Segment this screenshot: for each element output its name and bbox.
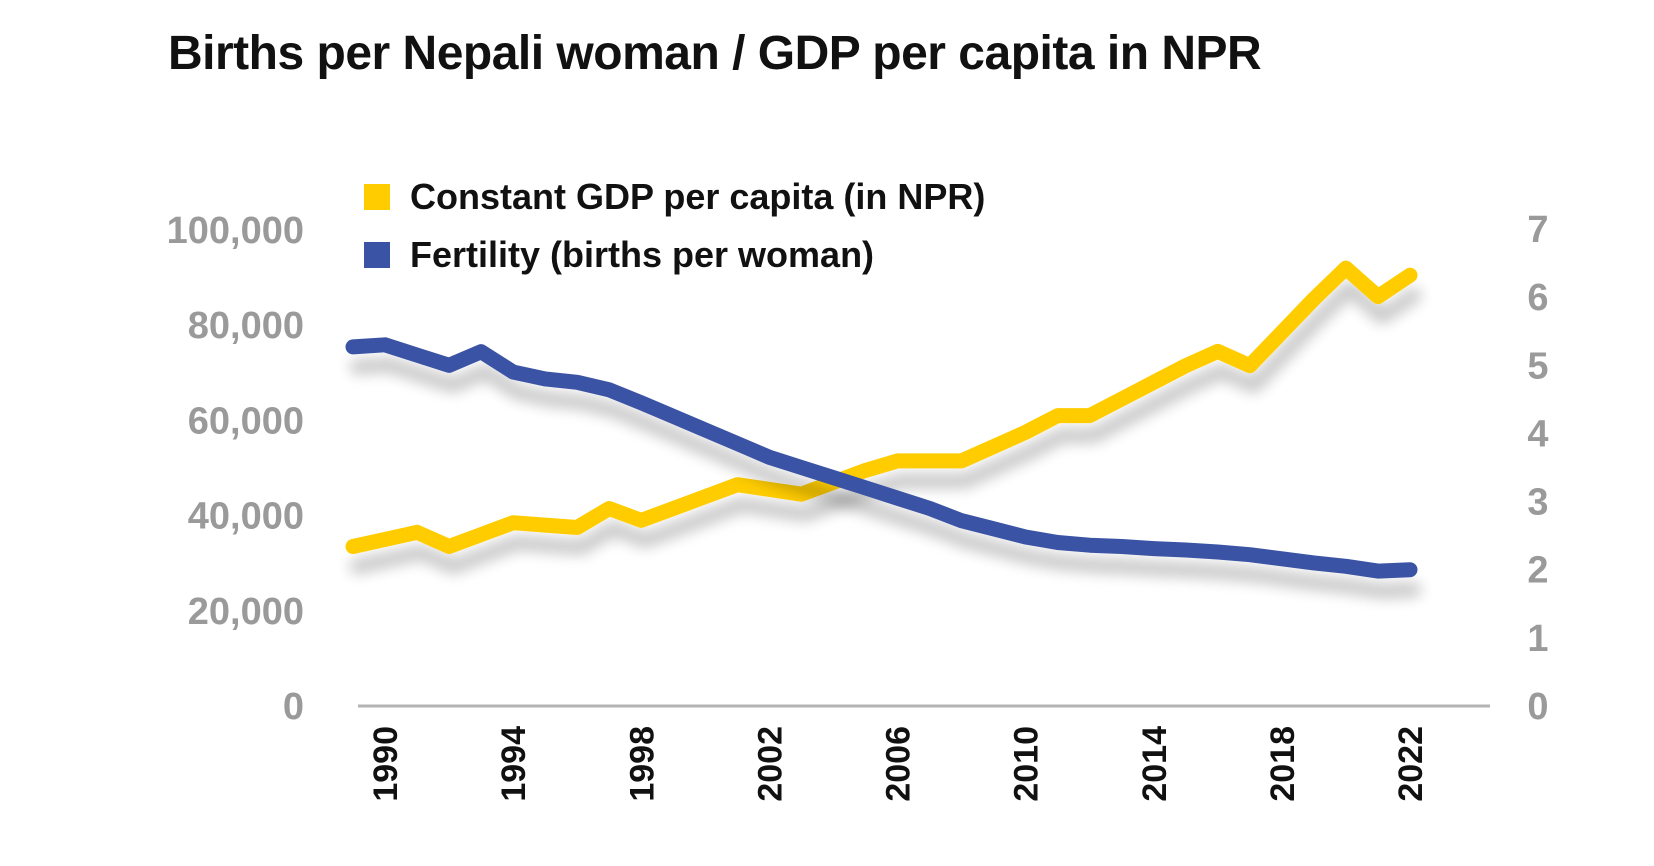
y-right-tick-label: 6 [1527, 277, 1548, 319]
y-right-tick-label: 1 [1527, 618, 1548, 660]
axis-layer: 0 20,000 40,000 60,000 80,000 100,000 0 1 2 3 4 5 6 7… [167, 209, 1549, 802]
y-left-tick-label: 80,000 [188, 305, 304, 347]
legend-label-fertility: Fertility (births per woman) [410, 234, 875, 275]
series-line-gdp [345, 260, 1418, 554]
series-line-fertility [345, 337, 1418, 579]
y-right-tick-label: 2 [1527, 550, 1548, 592]
x-tick-label: 2006 [880, 726, 918, 802]
chart-legend: Constant GDP per capita (in NPR) Fertili… [364, 168, 985, 284]
y-right-tick-label: 7 [1527, 209, 1548, 251]
y-left-tick-label: 40,000 [188, 496, 304, 538]
x-tick-label: 2014 [1136, 726, 1174, 802]
y-left-tick-label: 100,000 [167, 210, 304, 252]
y-right-tick-label: 3 [1527, 482, 1548, 524]
x-tick-label: 1990 [367, 726, 405, 802]
y-right-tick-label: 0 [1527, 686, 1548, 728]
legend-swatch-gdp [364, 184, 390, 210]
y-left-tick-label: 20,000 [188, 591, 304, 633]
legend-label-gdp: Constant GDP per capita (in NPR) [410, 176, 986, 217]
y-right-tick-label: 5 [1527, 345, 1548, 387]
legend-swatch-fertility [364, 242, 390, 268]
x-tick-label: 2002 [751, 726, 789, 802]
legend-item-gdp: Constant GDP per capita (in NPR) [364, 168, 985, 226]
legend-item-fertility: Fertility (births per woman) [364, 226, 985, 284]
x-tick-label: 1998 [623, 726, 661, 802]
y-left-tick-label: 0 [283, 686, 304, 728]
chart-title: Births per Nepali woman / GDP per capita… [168, 27, 1262, 80]
series-layer [345, 260, 1418, 579]
y-left-tick-label: 60,000 [188, 400, 304, 442]
x-tick-label: 2018 [1264, 726, 1302, 802]
y-right-tick-label: 4 [1527, 413, 1548, 455]
x-tick-label: 1994 [495, 726, 533, 802]
x-tick-label: 2022 [1392, 726, 1430, 802]
x-tick-label: 2010 [1008, 726, 1046, 802]
